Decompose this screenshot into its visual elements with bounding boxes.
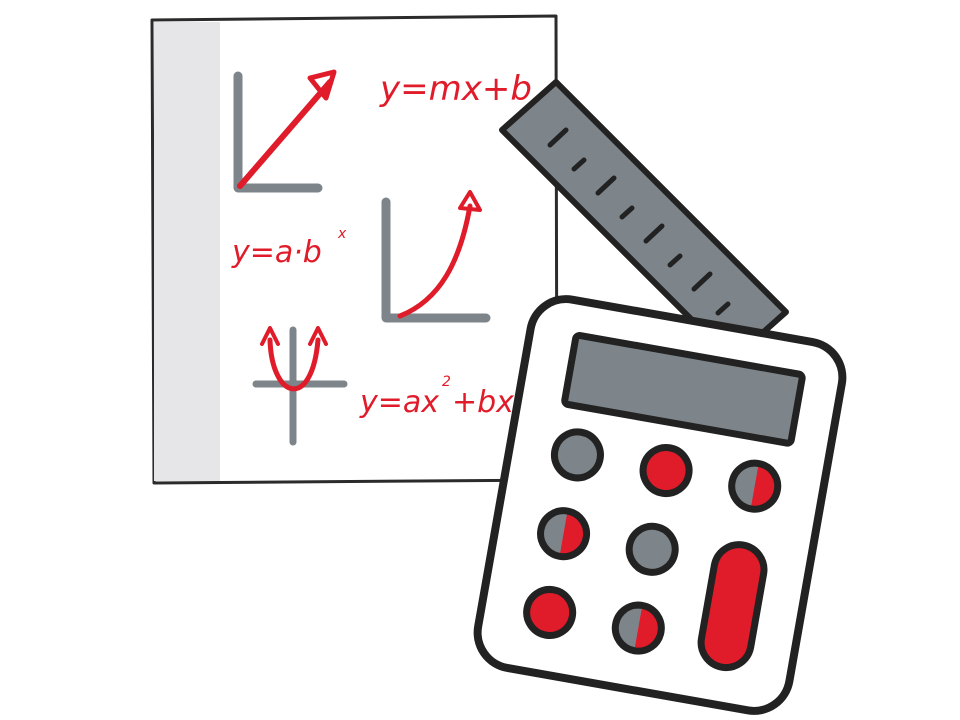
ruler-icon	[499, 79, 789, 363]
calc-button-5	[625, 522, 679, 576]
calc-button-1	[550, 428, 604, 482]
paper-sheet-icon: y=mx+b y=a·b x y=ax 2 +bx+c	[150, 14, 559, 485]
paper-margin-strip	[154, 22, 220, 481]
calc-button-2	[639, 444, 693, 498]
linear-graph-icon	[233, 69, 337, 193]
calculator-icon	[473, 295, 847, 715]
quadratic-graph-icon	[252, 326, 348, 446]
equation-quadratic-part1: y=ax	[359, 385, 439, 420]
equation-exponential: y=a·b	[231, 235, 322, 270]
calc-button-tall	[697, 541, 768, 672]
ruler-ticks	[547, 127, 731, 316]
equation-linear: y=mx+b	[379, 69, 532, 109]
calc-button-8	[611, 601, 665, 655]
calc-button-3	[728, 459, 782, 513]
equation-quadratic-exponent: 2	[442, 374, 451, 390]
calc-button-4	[537, 507, 591, 561]
calculator-screen	[561, 332, 806, 447]
exponential-graph-icon	[381, 190, 491, 323]
equation-exponential-exponent: x	[337, 226, 347, 242]
calc-button-7	[523, 585, 577, 639]
